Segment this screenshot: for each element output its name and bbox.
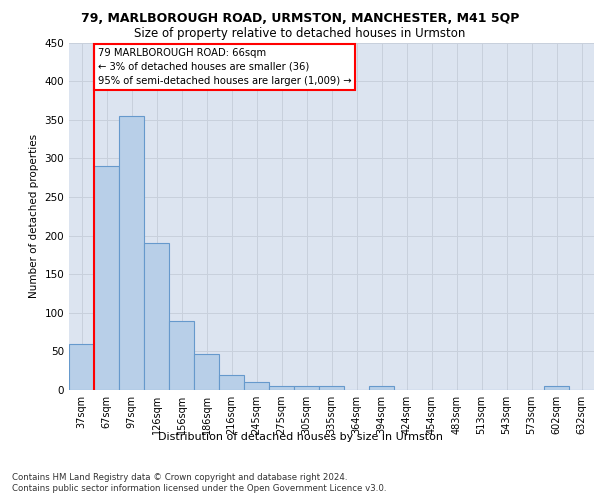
Text: 79 MARLBOROUGH ROAD: 66sqm
← 3% of detached houses are smaller (36)
95% of semi-: 79 MARLBOROUGH ROAD: 66sqm ← 3% of detac…	[98, 48, 352, 86]
Bar	[544, 386, 569, 390]
Bar	[69, 344, 94, 390]
Bar	[219, 374, 244, 390]
Text: Contains public sector information licensed under the Open Government Licence v3: Contains public sector information licen…	[12, 484, 386, 493]
Bar	[94, 166, 119, 390]
Bar	[269, 386, 294, 390]
Text: Size of property relative to detached houses in Urmston: Size of property relative to detached ho…	[134, 28, 466, 40]
Bar	[244, 382, 269, 390]
Bar	[369, 386, 394, 390]
Bar	[294, 386, 319, 390]
Bar	[169, 320, 194, 390]
Text: Distribution of detached houses by size in Urmston: Distribution of detached houses by size …	[157, 432, 443, 442]
Text: 79, MARLBOROUGH ROAD, URMSTON, MANCHESTER, M41 5QP: 79, MARLBOROUGH ROAD, URMSTON, MANCHESTE…	[81, 12, 519, 26]
Bar	[319, 386, 344, 390]
Y-axis label: Number of detached properties: Number of detached properties	[29, 134, 39, 298]
Bar	[119, 116, 144, 390]
Bar	[194, 354, 219, 390]
Text: Contains HM Land Registry data © Crown copyright and database right 2024.: Contains HM Land Registry data © Crown c…	[12, 472, 347, 482]
Bar	[144, 244, 169, 390]
